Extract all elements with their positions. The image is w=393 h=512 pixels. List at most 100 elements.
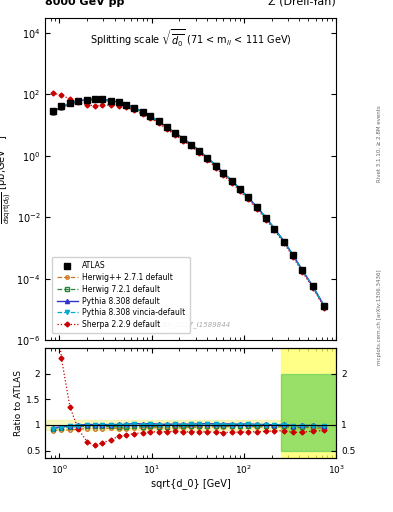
Pythia 8.308 vincia-default	[92, 96, 97, 102]
Bar	[45, 420, 336, 430]
Pythia 8.308 vincia-default	[148, 113, 153, 119]
Herwig 7.2.1 default	[221, 170, 226, 177]
Pythia 8.308 vincia-default	[164, 124, 169, 130]
Line: Pythia 8.308 default: Pythia 8.308 default	[51, 97, 327, 308]
Pythia 8.308 default	[132, 104, 137, 111]
Pythia 8.308 default	[148, 113, 153, 119]
Pythia 8.308 vincia-default	[173, 130, 178, 136]
Herwig++ 2.7.1 default	[197, 148, 202, 155]
ATLAS	[108, 97, 113, 103]
Herwig 7.2.1 default	[51, 109, 55, 115]
Herwig++ 2.7.1 default	[164, 125, 169, 131]
Herwig 7.2.1 default	[282, 239, 286, 245]
Sherpa 2.2.9 default	[173, 132, 178, 138]
Pythia 8.308 default	[282, 239, 286, 245]
Herwig++ 2.7.1 default	[51, 110, 55, 116]
Sherpa 2.2.9 default	[85, 102, 90, 108]
ATLAS	[300, 267, 305, 273]
Pythia 8.308 default	[85, 96, 90, 102]
Herwig++ 2.7.1 default	[322, 304, 327, 310]
ATLAS	[290, 251, 295, 258]
Y-axis label: Ratio to ATLAS: Ratio to ATLAS	[14, 370, 23, 436]
Sherpa 2.2.9 default	[189, 143, 194, 150]
ATLAS	[173, 130, 178, 136]
ATLAS	[214, 162, 219, 168]
Line: Pythia 8.308 vincia-default: Pythia 8.308 vincia-default	[51, 97, 327, 309]
ATLAS	[322, 303, 327, 309]
Pythia 8.308 default	[108, 97, 113, 103]
Herwig 7.2.1 default	[140, 110, 145, 116]
Pythia 8.308 default	[156, 118, 161, 124]
Herwig++ 2.7.1 default	[237, 186, 242, 193]
Sherpa 2.2.9 default	[181, 138, 185, 144]
Sherpa 2.2.9 default	[51, 90, 55, 96]
Pythia 8.308 vincia-default	[221, 170, 226, 176]
Pythia 8.308 default	[245, 194, 250, 200]
Herwig 7.2.1 default	[255, 205, 260, 211]
Pythia 8.308 default	[116, 99, 121, 105]
Pythia 8.308 vincia-default	[108, 97, 113, 103]
Sherpa 2.2.9 default	[230, 180, 235, 186]
Herwig 7.2.1 default	[197, 148, 202, 154]
Sherpa 2.2.9 default	[164, 126, 169, 132]
Text: ATLAS_2017_I1589844: ATLAS_2017_I1589844	[151, 321, 231, 328]
Herwig++ 2.7.1 default	[132, 105, 137, 112]
Line: ATLAS: ATLAS	[50, 96, 327, 309]
Pythia 8.308 vincia-default	[322, 304, 327, 310]
Sherpa 2.2.9 default	[264, 217, 268, 223]
Pythia 8.308 vincia-default	[116, 99, 121, 105]
Pythia 8.308 vincia-default	[156, 118, 161, 124]
Herwig++ 2.7.1 default	[148, 114, 153, 120]
Herwig 7.2.1 default	[148, 114, 153, 120]
ATLAS	[148, 113, 153, 119]
Pythia 8.308 default	[322, 303, 327, 309]
Pythia 8.308 vincia-default	[230, 178, 235, 184]
Sherpa 2.2.9 default	[272, 227, 277, 233]
Pythia 8.308 vincia-default	[264, 215, 268, 221]
Herwig 7.2.1 default	[132, 105, 137, 111]
ATLAS	[230, 178, 235, 184]
Pythia 8.308 vincia-default	[300, 267, 305, 273]
ATLAS	[116, 99, 121, 105]
Pythia 8.308 default	[255, 204, 260, 210]
Pythia 8.308 default	[237, 185, 242, 191]
Pythia 8.308 default	[264, 215, 268, 221]
Line: Herwig++ 2.7.1 default: Herwig++ 2.7.1 default	[51, 98, 326, 309]
Y-axis label: $\frac{d\sigma}{d\mathrm{sqrt}(d_0)}$ [pb,GeV$^{-1}$]: $\frac{d\sigma}{d\mathrm{sqrt}(d_0)}$ [p…	[0, 134, 13, 224]
Herwig 7.2.1 default	[173, 130, 178, 136]
Pythia 8.308 vincia-default	[214, 162, 219, 168]
ATLAS	[237, 186, 242, 192]
ATLAS	[85, 96, 90, 102]
Herwig 7.2.1 default	[68, 100, 72, 106]
Herwig 7.2.1 default	[272, 226, 277, 232]
Pythia 8.308 default	[205, 155, 209, 161]
Sherpa 2.2.9 default	[310, 285, 315, 291]
Bar	[281, 348, 336, 458]
ATLAS	[51, 108, 55, 114]
ATLAS	[59, 103, 64, 110]
Herwig++ 2.7.1 default	[264, 216, 268, 222]
ATLAS	[181, 136, 185, 142]
Herwig++ 2.7.1 default	[92, 97, 97, 103]
Herwig 7.2.1 default	[237, 186, 242, 192]
Sherpa 2.2.9 default	[140, 111, 145, 117]
Pythia 8.308 default	[51, 109, 55, 115]
Sherpa 2.2.9 default	[156, 120, 161, 126]
Herwig 7.2.1 default	[214, 163, 219, 169]
ATLAS	[76, 98, 81, 104]
Line: Herwig 7.2.1 default: Herwig 7.2.1 default	[51, 98, 326, 308]
Pythia 8.308 vincia-default	[282, 239, 286, 245]
ATLAS	[205, 155, 209, 161]
Herwig 7.2.1 default	[189, 142, 194, 148]
Sherpa 2.2.9 default	[92, 103, 97, 109]
Sherpa 2.2.9 default	[76, 99, 81, 105]
Pythia 8.308 vincia-default	[59, 104, 64, 110]
Sherpa 2.2.9 default	[322, 305, 327, 311]
Herwig++ 2.7.1 default	[116, 100, 121, 106]
Sherpa 2.2.9 default	[68, 96, 72, 102]
ATLAS	[272, 226, 277, 232]
ATLAS	[68, 100, 72, 106]
Herwig++ 2.7.1 default	[68, 101, 72, 108]
Herwig++ 2.7.1 default	[221, 170, 226, 177]
Text: mcplots.cern.ch [arXiv:1306.3436]: mcplots.cern.ch [arXiv:1306.3436]	[377, 270, 382, 365]
